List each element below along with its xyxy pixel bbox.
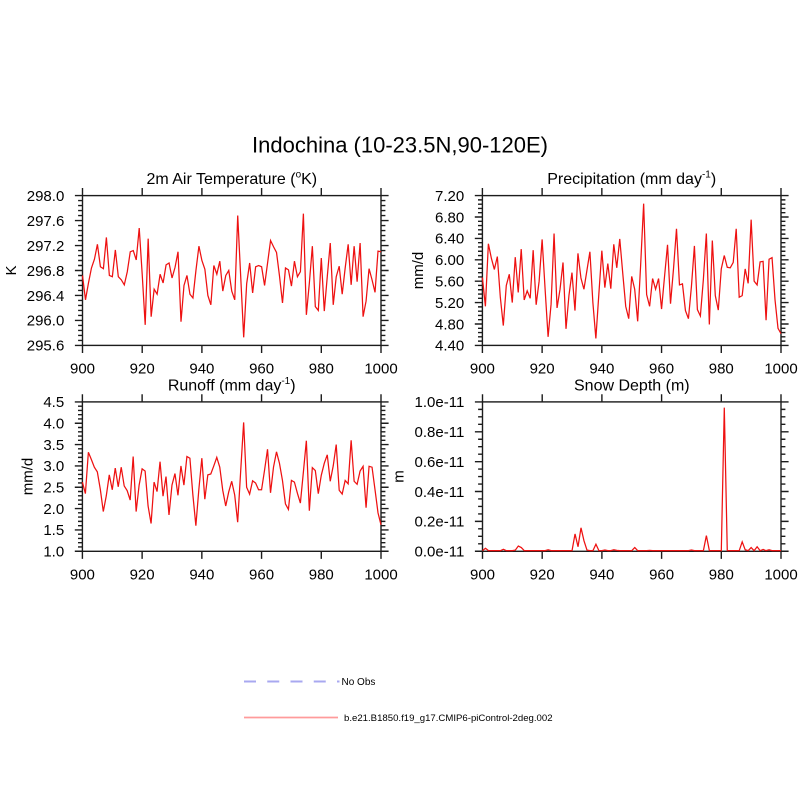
svg-text:940: 940 <box>189 361 214 378</box>
svg-text:296.4: 296.4 <box>27 288 65 305</box>
svg-text:297.2: 297.2 <box>27 238 65 255</box>
svg-text:Indochina (10-23.5N,90-120E): Indochina (10-23.5N,90-120E) <box>252 133 548 158</box>
svg-text:4.5: 4.5 <box>43 394 64 411</box>
svg-text:0.6e-11: 0.6e-11 <box>415 454 465 471</box>
svg-text:4.0: 4.0 <box>43 416 64 433</box>
svg-text:2.5: 2.5 <box>43 480 64 497</box>
svg-text:3.0: 3.0 <box>43 458 64 475</box>
svg-text:297.6: 297.6 <box>27 213 65 230</box>
svg-text:900: 900 <box>70 567 95 584</box>
svg-text:960: 960 <box>649 567 674 584</box>
svg-text:1.0: 1.0 <box>43 544 64 561</box>
svg-text:0.0e-11: 0.0e-11 <box>415 544 465 561</box>
svg-text:980: 980 <box>309 361 334 378</box>
svg-text:960: 960 <box>249 361 274 378</box>
svg-text:5.20: 5.20 <box>435 295 464 312</box>
svg-text:940: 940 <box>589 361 614 378</box>
svg-text:1.5: 1.5 <box>43 522 64 539</box>
svg-text:3.5: 3.5 <box>43 437 64 454</box>
svg-text:960: 960 <box>249 567 274 584</box>
svg-text:1000: 1000 <box>364 567 397 584</box>
svg-text:7.20: 7.20 <box>435 188 464 205</box>
svg-text:920: 920 <box>530 361 555 378</box>
svg-text:920: 920 <box>530 567 555 584</box>
svg-text:Snow Depth (m): Snow Depth (m) <box>574 377 690 394</box>
svg-text:4.40: 4.40 <box>435 338 464 355</box>
svg-text:900: 900 <box>470 361 495 378</box>
svg-text:920: 920 <box>130 567 155 584</box>
svg-text:940: 940 <box>589 567 614 584</box>
svg-text:1000: 1000 <box>764 361 797 378</box>
svg-text:No Obs: No Obs <box>342 677 376 688</box>
svg-text:1000: 1000 <box>364 361 397 378</box>
svg-text:6.80: 6.80 <box>435 209 464 226</box>
svg-text:295.6: 295.6 <box>27 338 65 355</box>
svg-text:Runoff (mm day-1): Runoff (mm day-1) <box>168 376 296 395</box>
svg-text:296.8: 296.8 <box>27 263 65 280</box>
svg-text:0.2e-11: 0.2e-11 <box>415 514 465 531</box>
svg-text:1.0e-11: 1.0e-11 <box>415 394 465 411</box>
svg-text:940: 940 <box>189 567 214 584</box>
svg-text:980: 980 <box>709 567 734 584</box>
svg-text:900: 900 <box>470 567 495 584</box>
svg-text:1000: 1000 <box>764 567 797 584</box>
svg-text:6.40: 6.40 <box>435 231 464 248</box>
svg-text:6.00: 6.00 <box>435 252 464 269</box>
svg-text:0.8e-11: 0.8e-11 <box>415 424 465 441</box>
svg-text:Precipitation (mm day-1): Precipitation (mm day-1) <box>547 170 716 189</box>
svg-text:980: 980 <box>709 361 734 378</box>
svg-text:0.4e-11: 0.4e-11 <box>415 484 465 501</box>
svg-text:298.0: 298.0 <box>27 188 65 205</box>
svg-text:960: 960 <box>649 361 674 378</box>
svg-text:K: K <box>3 265 20 275</box>
svg-text:5.60: 5.60 <box>435 274 464 291</box>
svg-text:900: 900 <box>70 361 95 378</box>
svg-text:980: 980 <box>309 567 334 584</box>
svg-text:296.0: 296.0 <box>27 313 65 330</box>
svg-text:mm/d: mm/d <box>410 252 427 290</box>
svg-text:2m Air Temperature (oK): 2m Air Temperature (oK) <box>146 170 317 189</box>
svg-text:2.0: 2.0 <box>43 501 64 518</box>
svg-text:b.e21.B1850.f19_g17.CMIP6-piCo: b.e21.B1850.f19_g17.CMIP6-piControl-2deg… <box>344 713 553 724</box>
svg-text:920: 920 <box>130 361 155 378</box>
svg-text:4.80: 4.80 <box>435 316 464 333</box>
svg-text:mm/d: mm/d <box>19 458 36 496</box>
svg-text:m: m <box>390 470 407 483</box>
